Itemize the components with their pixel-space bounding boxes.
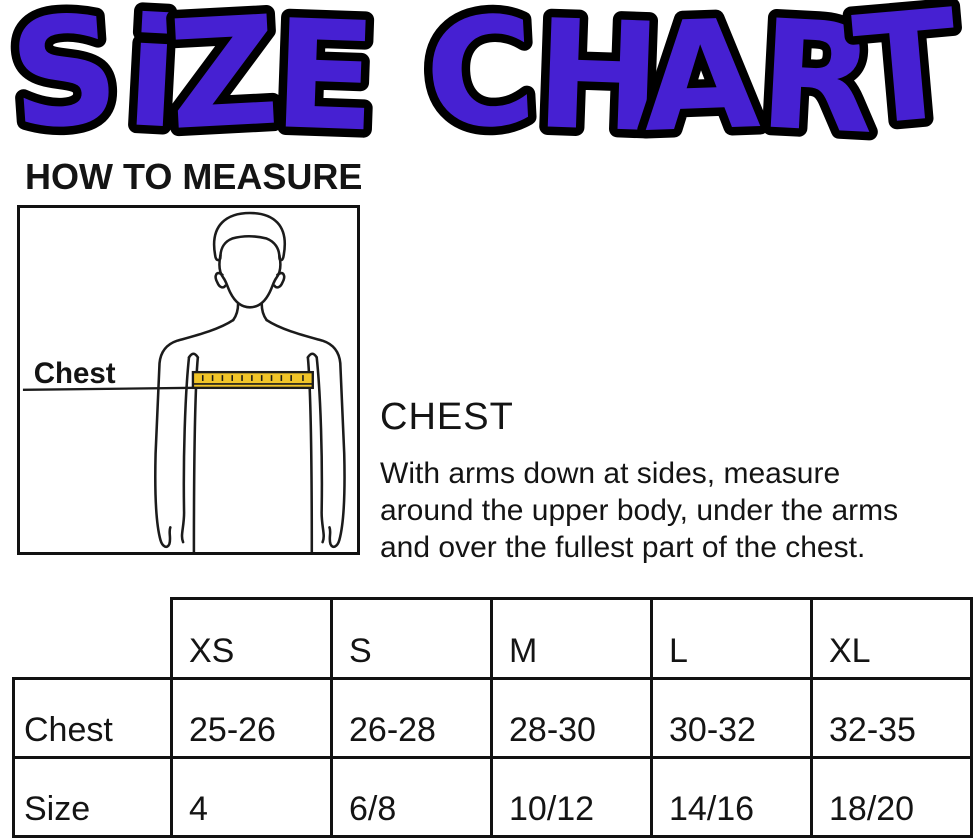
figure-inner-arm-right — [315, 356, 325, 544]
title-letter: C — [421, 0, 540, 152]
size-chart-title: S i Z E C H A R T — [0, 0, 974, 152]
chest-instructions-line: With arms down at sides, measure — [380, 457, 841, 490]
how-to-measure-heading: HOW TO MEASURE — [25, 156, 363, 197]
size-column-header: XL — [810, 597, 973, 680]
title-letter: T — [848, 0, 965, 152]
figure-ear-right — [273, 271, 286, 289]
figure-inner-arm-left — [180, 356, 191, 544]
chest-pointer-line — [22, 386, 194, 392]
chest-instructions: With arms down at sides, measure around … — [380, 455, 976, 566]
size-column-header: XS — [170, 597, 333, 680]
measurement-figure-box: Chest — [17, 205, 360, 555]
size-column-header: M — [490, 597, 653, 680]
table-cell: 26-28 — [330, 677, 493, 759]
size-table-header-row: XS S M L XL — [14, 597, 973, 680]
chest-instructions-line: around the upper body, under the arms — [380, 494, 899, 527]
title-letter: S — [4, 0, 124, 152]
row-label: Size — [12, 756, 173, 838]
title-letter: E — [271, 0, 379, 152]
table-cell: 28-30 — [490, 677, 653, 759]
title-letter: Z — [165, 0, 283, 152]
row-label: Chest — [12, 677, 173, 759]
table-cell: 30-32 — [650, 677, 813, 759]
figure-neck-right — [260, 302, 268, 322]
table-cell: 14/16 — [650, 756, 813, 838]
chest-instructions-line: and over the fullest part of the chest. — [380, 531, 866, 564]
size-table-corner-cell — [14, 599, 172, 679]
table-cell: 32-35 — [810, 677, 973, 759]
measurement-figure: Chest — [22, 211, 346, 552]
size-column-header: S — [330, 597, 493, 680]
size-table: XS S M L XL Chest 25-26 26-28 28-30 30-3… — [12, 597, 973, 838]
table-cell: 25-26 — [170, 677, 333, 759]
figure-ear-left — [214, 271, 227, 289]
figure-armpit-right — [306, 352, 318, 359]
chest-info-section: CHEST With arms down at sides, measure a… — [380, 396, 976, 566]
figure-shoulder-arm-right — [265, 318, 346, 549]
title-letter: A — [640, 0, 762, 152]
title-letter: H — [533, 0, 665, 152]
table-row-chest: Chest 25-26 26-28 28-30 30-32 32-35 — [12, 677, 973, 759]
measuring-tape — [191, 370, 314, 390]
figure-torso-right — [306, 356, 314, 552]
table-cell: 18/20 — [810, 756, 973, 838]
chest-section-heading: CHEST — [380, 396, 514, 438]
table-cell: 6/8 — [330, 756, 493, 838]
table-cell: 10/12 — [490, 756, 653, 838]
figure-hair — [212, 211, 286, 262]
title-letter: R — [755, 0, 879, 152]
figure-torso-left — [192, 356, 200, 552]
figure-face — [218, 253, 282, 309]
size-table-wrap: XS S M L XL Chest 25-26 26-28 28-30 30-3… — [12, 597, 973, 838]
table-cell: 4 — [170, 756, 333, 838]
figure-shoulder-arm-left — [153, 318, 235, 549]
figure-chest-label: Chest — [34, 357, 116, 390]
table-row-size: Size 4 6/8 10/12 14/16 18/20 — [12, 756, 973, 838]
figure-armpit-left — [187, 352, 200, 359]
size-column-header: L — [650, 597, 813, 680]
figure-neck-left — [231, 302, 240, 322]
